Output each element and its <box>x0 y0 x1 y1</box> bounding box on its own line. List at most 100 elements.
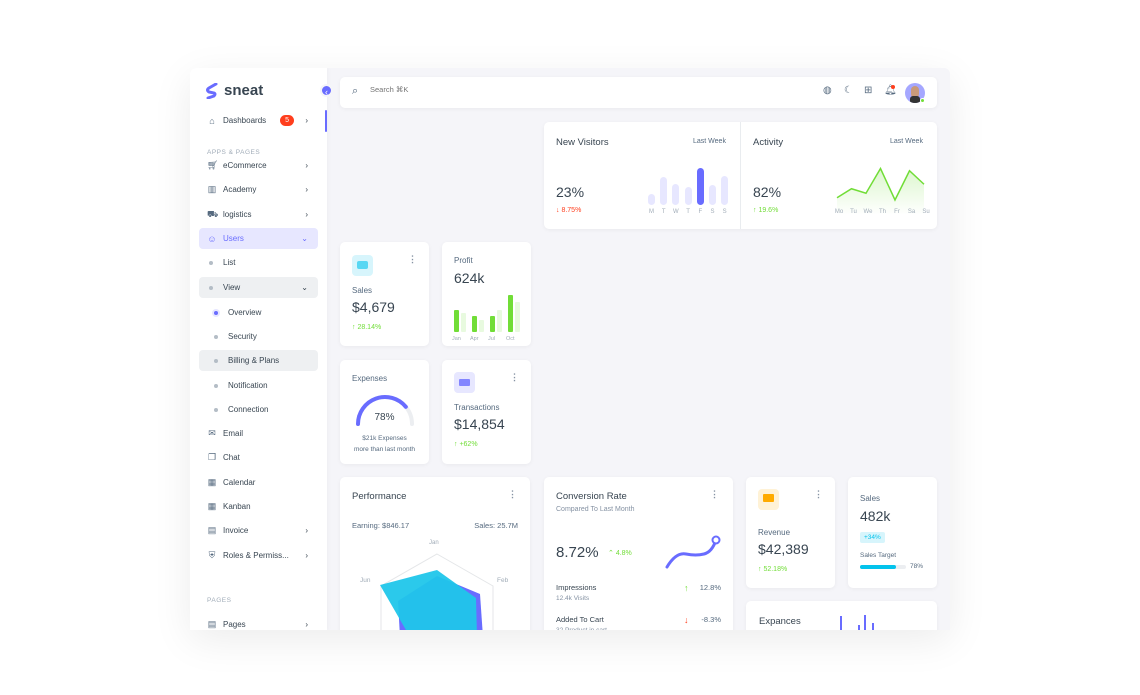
profit-bar-secondary <box>515 302 520 332</box>
sidebar-item-label: View <box>223 283 241 292</box>
more-options-icon[interactable]: ⋮ <box>408 254 417 264</box>
expenses-note: $21k Expenses <box>362 435 407 442</box>
sidebar: sneat ⌂ Dashboards 5 › APPS & PAGES 🛒︎ eComm… <box>190 68 327 630</box>
chevron-right-icon: › <box>305 551 308 560</box>
more-options-icon[interactable]: ⋮ <box>510 372 519 382</box>
more-options-icon[interactable]: ⋮ <box>710 489 719 499</box>
moon-icon[interactable]: ☾ <box>844 85 853 96</box>
sidebar-item-ecommerce[interactable]: 🛒︎ eCommerce › <box>199 155 318 176</box>
radar-label-jun: Jun <box>360 577 371 584</box>
bell-icon[interactable]: 🔔︎ <box>884 85 897 96</box>
visitors-bar <box>660 177 668 205</box>
sidebar-item-notification[interactable]: Notification <box>199 375 318 396</box>
sidebar-item-list[interactable]: List <box>199 252 318 273</box>
sales-label: Sales <box>352 286 373 295</box>
sidebar-item-label: Pages <box>223 620 246 629</box>
bullet-icon <box>209 260 213 265</box>
home-icon: ⌂ <box>209 115 215 126</box>
change-text: 4.8% <box>615 550 632 557</box>
conversion-title: Conversion Rate <box>556 491 627 502</box>
performance-sales: Sales: 25.7M <box>474 521 518 530</box>
globe-icon[interactable]: ◍ <box>823 85 832 96</box>
collapse-sidebar-button[interactable]: ‹ <box>320 84 333 97</box>
revenue-label: Revenue <box>758 528 791 537</box>
arrow-up-icon: ↑ <box>684 583 689 593</box>
scroll-indicator[interactable] <box>325 110 327 132</box>
sidebar-item-logistics[interactable]: ⛟ logistics › <box>199 204 318 225</box>
brand-logo[interactable]: sneat <box>206 82 263 99</box>
sidebar-item-invoice[interactable]: ▤ Invoice › <box>199 520 318 541</box>
more-options-icon[interactable]: ⋮ <box>508 489 517 499</box>
sidebar-item-view[interactable]: View ⌄ <box>199 277 318 298</box>
sidebar-item-security[interactable]: Security <box>199 326 318 347</box>
sidebar-item-connection[interactable]: Connection <box>199 399 318 420</box>
sidebar-item-label: Roles & Permiss... <box>223 551 289 560</box>
revenue-card: ⋮ Revenue $42,389 ↑ 52.18% <box>746 477 835 588</box>
arrow-up-icon: ↑ <box>753 207 759 214</box>
chevron-down-icon: ⌄ <box>301 283 308 292</box>
new-visitors-title: New Visitors <box>556 137 609 148</box>
activity-title: Activity <box>753 137 784 148</box>
activity-day-label: Th <box>878 209 886 215</box>
sidebar-item-email[interactable]: ✉ Email <box>199 423 318 444</box>
wallet-icon <box>352 255 373 276</box>
sidebar-item-label: Kanban <box>223 502 251 511</box>
profit-card: Profit 624k Jan Apr Jul Oct <box>442 242 531 346</box>
sidebar-item-users[interactable]: ☺ Users ⌄ <box>199 228 318 249</box>
radar-label-feb: Feb <box>497 577 509 584</box>
sidebar-item-billing-plans[interactable]: Billing & Plans <box>199 350 318 371</box>
sales-target-label: Sales Target <box>860 552 897 559</box>
search-input[interactable] <box>370 85 670 94</box>
visitors-bar <box>696 168 704 205</box>
revenue-change: ↑ 52.18% <box>758 566 787 573</box>
visitors-bar <box>684 187 692 205</box>
sidebar-item-kanban[interactable]: ▦ Kanban <box>199 496 318 517</box>
visitors-day-label: S <box>710 209 715 215</box>
activity-change: ↑ 19.6% <box>753 207 778 214</box>
sidebar-item-pages[interactable]: ▤ Pages › <box>199 614 318 630</box>
gauge-fill <box>356 395 408 426</box>
chevron-right-icon: › <box>305 620 308 629</box>
activity-day-label: Su <box>922 209 930 215</box>
sidebar-item-label: Email <box>223 429 244 438</box>
conversion-row-value: 12.8% <box>699 583 721 592</box>
activity-day-label: Fr <box>894 209 900 215</box>
bullet-icon <box>214 407 218 412</box>
bullet-icon <box>209 285 213 290</box>
radar-label-jan: Jan <box>429 540 439 546</box>
chevron-right-icon: › <box>305 116 308 125</box>
activity-day-label: Tu <box>850 209 857 215</box>
sidebar-item-overview[interactable]: Overview <box>199 302 318 323</box>
user-icon: ☺ <box>207 233 217 244</box>
expenses-label: Expenses <box>352 374 388 383</box>
expenses-card: Expenses 78% $21k Expenses more than las… <box>340 360 429 464</box>
section-header-pages: PAGES <box>207 597 232 604</box>
revenue-value: $42,389 <box>758 541 809 557</box>
more-options-icon[interactable]: ⋮ <box>814 489 823 499</box>
sidebar-item-dashboards[interactable]: ⌂ Dashboards 5 › <box>199 110 318 131</box>
grid-icon[interactable]: ⊞ <box>864 85 873 96</box>
bullet-icon <box>214 358 218 363</box>
expances-card: Expances <box>746 601 937 630</box>
sidebar-item-label: Calendar <box>223 478 256 487</box>
change-text: 8.75% <box>561 207 582 214</box>
sidebar-item-academy[interactable]: ▥ Academy › <box>199 179 318 200</box>
bullet-icon <box>214 310 218 315</box>
expances-title: Expances <box>759 616 801 627</box>
visitors-bar <box>648 193 655 205</box>
activity-line <box>836 166 925 202</box>
credit-card-icon <box>454 372 475 393</box>
sidebar-item-calendar[interactable]: ▦ Calendar <box>199 472 318 493</box>
sales-target-progress <box>860 565 906 569</box>
sidebar-item-chat[interactable]: ❐ Chat <box>199 447 318 468</box>
search-icon[interactable]: ⌕ <box>352 85 359 97</box>
section-header-apps: APPS & PAGES <box>207 149 261 156</box>
activity-area <box>837 168 924 215</box>
calendar-icon: ▦ <box>207 477 217 487</box>
sales-target-card: Sales 482k +34% Sales Target 78% <box>848 477 937 588</box>
sidebar-item-roles-permiss[interactable]: ⛨ Roles & Permiss... › <box>199 545 318 566</box>
conversion-row-sub: 32 Product in cart <box>556 627 607 630</box>
app-window: sneat ⌂ Dashboards 5 › APPS & PAGES 🛒︎ eComm… <box>190 68 950 630</box>
activity-day-label: Mo <box>834 209 844 215</box>
chat-icon: ❐ <box>207 452 217 462</box>
